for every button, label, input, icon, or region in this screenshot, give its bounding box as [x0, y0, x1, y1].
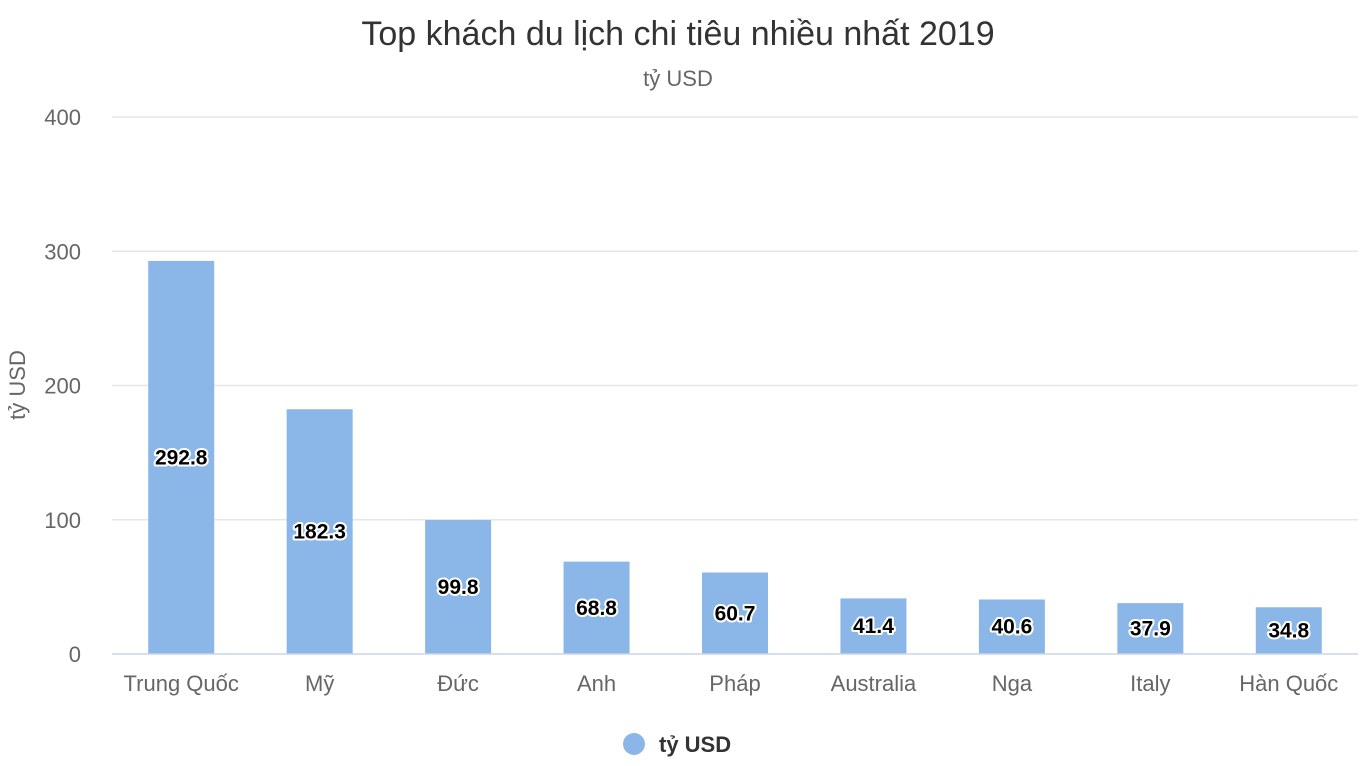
y-tick-label: 100 — [44, 508, 81, 533]
x-tick-label: Australia — [831, 671, 917, 696]
data-label: 99.8 — [438, 576, 479, 599]
bar[interactable] — [702, 572, 768, 654]
data-label: 292.8 — [155, 446, 208, 469]
x-tick-label: Hàn Quốc — [1239, 671, 1338, 696]
data-label: 182.3 — [293, 521, 346, 544]
bar[interactable] — [148, 260, 215, 654]
bar[interactable] — [978, 599, 1045, 654]
bar[interactable] — [840, 598, 907, 654]
data-labels: 292.8 182.3 99.8 68.8 60.7 41.4 40.6 37.9 34.8 — [153, 444, 1312, 644]
y-axis-title: tỷ USD — [5, 350, 30, 420]
x-tick-label: Italy — [1130, 671, 1170, 696]
bar[interactable] — [286, 409, 353, 654]
x-tick-label: Pháp — [709, 671, 760, 696]
chart-title: Top khách du lịch chi tiêu nhiều nhất 20… — [361, 15, 994, 53]
x-tick-label: Đức — [437, 671, 479, 696]
data-label: 40.6 — [991, 616, 1032, 639]
data-label: 60.7 — [715, 602, 756, 625]
data-label: 34.8 — [1268, 620, 1309, 643]
bars — [148, 260, 1322, 654]
bar[interactable] — [1255, 607, 1322, 654]
x-tick-label: Trung Quốc — [124, 671, 239, 696]
y-tick-label: 400 — [44, 105, 81, 130]
data-label: 68.8 — [576, 597, 617, 620]
y-tick-label: 0 — [69, 642, 81, 667]
chart-subtitle: tỷ USD — [643, 66, 713, 91]
y-tick-label: 200 — [44, 374, 81, 399]
legend[interactable]: tỷ USD — [623, 732, 731, 757]
x-tick-label: Mỹ — [305, 671, 334, 696]
bar[interactable] — [563, 561, 630, 654]
data-label: 37.9 — [1130, 618, 1171, 641]
data-label: 41.4 — [853, 615, 894, 638]
y-tick-label: 300 — [44, 239, 81, 264]
x-tick-label: Anh — [577, 671, 616, 696]
legend-symbol — [623, 733, 645, 755]
gridlines — [112, 116, 1358, 521]
y-axis-ticks: 0 100 200 300 400 — [44, 105, 81, 667]
bar[interactable] — [1117, 603, 1184, 654]
legend-label: tỷ USD — [659, 732, 731, 757]
x-tick-label: Nga — [992, 671, 1033, 696]
x-axis-labels: Trung Quốc Mỹ Đức Anh Pháp Australia Nga Italy H… — [124, 671, 1339, 696]
bar[interactable] — [425, 520, 492, 654]
